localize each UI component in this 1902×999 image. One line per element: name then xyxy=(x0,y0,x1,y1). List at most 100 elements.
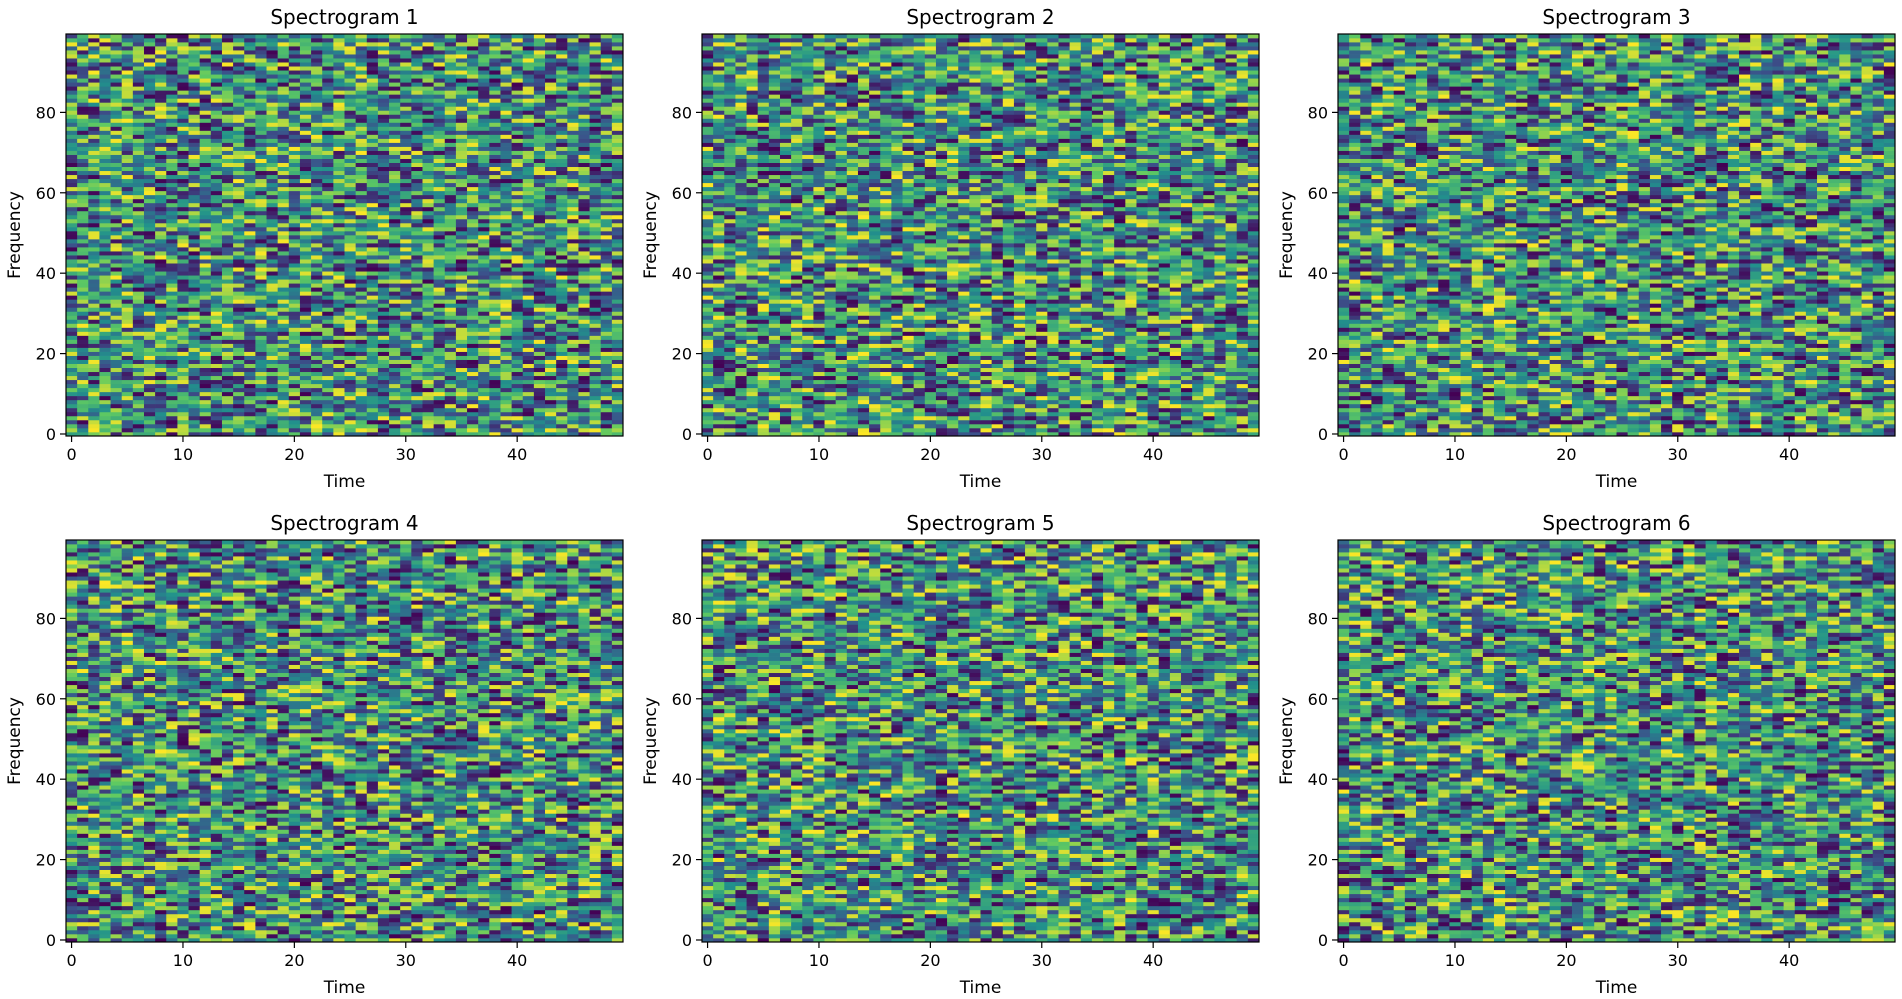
heatmap-cell xyxy=(288,114,301,119)
heatmap-cell xyxy=(478,403,490,409)
heatmap-cell xyxy=(311,295,323,300)
heatmap-cell xyxy=(533,311,546,316)
heatmap-cell xyxy=(255,311,267,316)
heatmap-cell xyxy=(77,391,89,397)
heatmap-cell xyxy=(489,134,501,139)
heatmap-cell xyxy=(366,170,379,176)
heatmap-cell xyxy=(467,331,479,336)
heatmap-cell xyxy=(533,110,546,115)
heatmap-cell xyxy=(444,379,457,385)
heatmap-cell xyxy=(143,311,156,316)
heatmap-cell xyxy=(389,431,401,437)
heatmap-cell xyxy=(478,98,490,103)
heatmap-cell xyxy=(377,46,390,51)
heatmap-cell xyxy=(88,387,100,393)
heatmap-cell xyxy=(110,255,123,260)
heatmap-cell xyxy=(589,70,602,75)
heatmap-cell xyxy=(221,118,234,123)
heatmap-cell xyxy=(355,403,368,409)
heatmap-cell xyxy=(244,239,256,244)
heatmap-cell xyxy=(155,114,167,119)
heatmap-cell xyxy=(611,323,624,328)
heatmap-cell xyxy=(99,287,111,292)
heatmap-cell xyxy=(366,351,379,356)
heatmap-cell xyxy=(277,299,290,304)
heatmap-cell xyxy=(177,319,189,324)
heatmap-cell xyxy=(199,126,212,131)
heatmap-cell xyxy=(244,323,256,328)
heatmap-cell xyxy=(411,427,423,433)
heatmap-cell xyxy=(500,42,512,47)
heatmap-cell xyxy=(188,343,201,348)
heatmap-cell xyxy=(500,375,512,381)
heatmap-cell xyxy=(188,206,201,212)
heatmap-cell xyxy=(188,146,201,151)
heatmap-cell xyxy=(143,319,156,324)
heatmap-cell xyxy=(366,319,379,324)
heatmap-cell xyxy=(611,343,624,348)
heatmap-cell xyxy=(322,38,334,43)
heatmap-cell xyxy=(121,54,134,59)
heatmap-cell xyxy=(199,235,212,240)
heatmap-cell xyxy=(366,70,379,75)
heatmap-cell xyxy=(244,279,256,284)
heatmap-cell xyxy=(500,255,512,260)
heatmap-cell xyxy=(288,267,301,272)
heatmap-cell xyxy=(455,82,468,87)
heatmap-cell xyxy=(511,46,524,51)
heatmap-cell xyxy=(322,363,334,369)
heatmap-cell xyxy=(344,142,356,147)
heatmap-cell xyxy=(600,174,613,180)
heatmap-cell xyxy=(110,174,123,180)
heatmap-cell xyxy=(322,34,334,39)
heatmap-cell xyxy=(556,190,568,196)
heatmap-cell xyxy=(132,90,145,95)
heatmap-cell xyxy=(611,243,624,248)
heatmap-cell xyxy=(600,307,613,312)
heatmap-cell xyxy=(500,343,512,348)
heatmap-cell xyxy=(611,375,624,381)
heatmap-cell xyxy=(88,291,100,296)
heatmap-cell xyxy=(155,158,167,163)
heatmap-cell xyxy=(511,138,524,143)
heatmap-cell xyxy=(355,126,368,131)
heatmap-cell xyxy=(244,142,256,147)
heatmap-cell xyxy=(333,279,345,284)
heatmap-cell xyxy=(311,407,323,413)
heatmap-cell xyxy=(188,74,201,79)
heatmap-cell xyxy=(433,367,446,373)
heatmap-cell xyxy=(377,210,390,216)
heatmap-cell xyxy=(299,363,312,369)
heatmap-cell xyxy=(233,134,245,139)
heatmap-cell xyxy=(355,170,368,176)
heatmap-cell xyxy=(88,154,100,159)
heatmap-cell xyxy=(177,307,189,312)
heatmap-cell xyxy=(444,391,457,397)
heatmap-cell xyxy=(110,427,123,433)
heatmap-cell xyxy=(255,194,267,200)
heatmap-cell xyxy=(88,263,100,268)
heatmap-cell xyxy=(433,415,446,421)
heatmap-cell xyxy=(288,383,301,389)
heatmap-cell xyxy=(377,54,390,59)
heatmap-cell xyxy=(88,331,100,336)
heatmap-cell xyxy=(77,210,89,216)
heatmap-cell xyxy=(556,62,568,67)
heatmap-cell xyxy=(389,102,401,107)
heatmap-cell xyxy=(545,158,557,163)
heatmap-cell xyxy=(422,339,434,344)
heatmap-cell xyxy=(255,251,267,256)
heatmap-cell xyxy=(155,226,167,232)
heatmap-cell xyxy=(266,259,279,264)
heatmap-cell xyxy=(611,307,624,312)
heatmap-cell xyxy=(422,202,434,208)
heatmap-cell xyxy=(556,255,568,260)
heatmap-cell xyxy=(66,363,78,369)
heatmap-cell xyxy=(288,379,301,385)
heatmap-cell xyxy=(567,235,579,240)
heatmap-cell xyxy=(77,427,89,433)
heatmap-cell xyxy=(355,194,368,200)
heatmap-cell xyxy=(99,375,111,381)
heatmap-cell xyxy=(77,110,89,115)
heatmap-cell xyxy=(522,154,535,159)
